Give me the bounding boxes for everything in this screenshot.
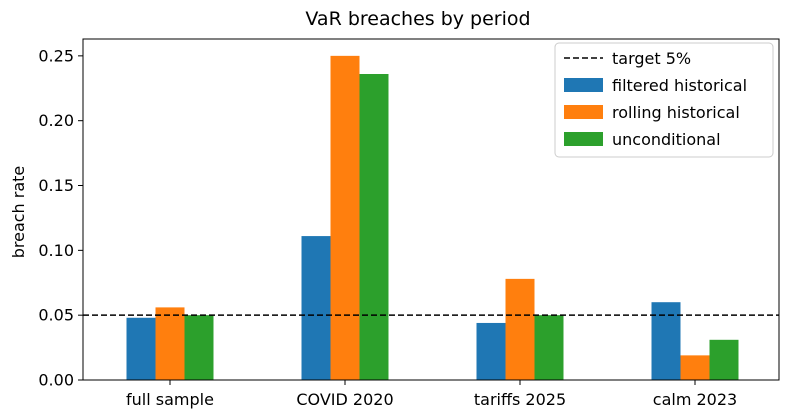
legend-label: unconditional [612,130,721,149]
y-tick-label: 0.05 [38,306,74,325]
legend-label: target 5% [612,49,691,68]
bar [184,315,214,380]
legend-label: rolling historical [612,103,740,122]
legend-label: filtered historical [612,76,747,95]
bar [505,278,535,380]
y-tick-label: 0.00 [38,371,74,390]
bar [709,339,739,380]
bar [651,302,681,380]
x-tick-label: full sample [126,390,214,409]
bar [534,315,564,380]
bar [680,355,710,380]
x-tick-label: tariffs 2025 [474,390,566,409]
y-axis-label: breach rate [9,166,28,259]
y-tick-label: 0.25 [38,46,74,65]
bar [476,322,506,380]
plot-frame [82,38,780,381]
y-tick-label: 0.15 [38,176,74,195]
y-tick-label: 0.10 [38,241,74,260]
bar [359,74,389,381]
plot-area: 0.00 0.05 0.10 0.15 0.20 0.25 full sample COVID… [38,46,779,409]
legend-swatch [564,132,603,146]
legend: target 5% filtered historical rolling hist… [554,42,774,158]
bar [126,317,156,380]
x-tick-label: COVID 2020 [296,390,393,409]
bar [330,55,360,380]
legend-box [554,42,774,158]
bar [301,236,331,380]
legend-swatch [564,78,603,92]
chart-title: VaR breaches by period [305,8,530,30]
x-tick-label: calm 2023 [653,390,737,409]
y-tick-label: 0.20 [38,111,74,130]
legend-swatch [564,105,603,119]
bar [155,307,185,380]
